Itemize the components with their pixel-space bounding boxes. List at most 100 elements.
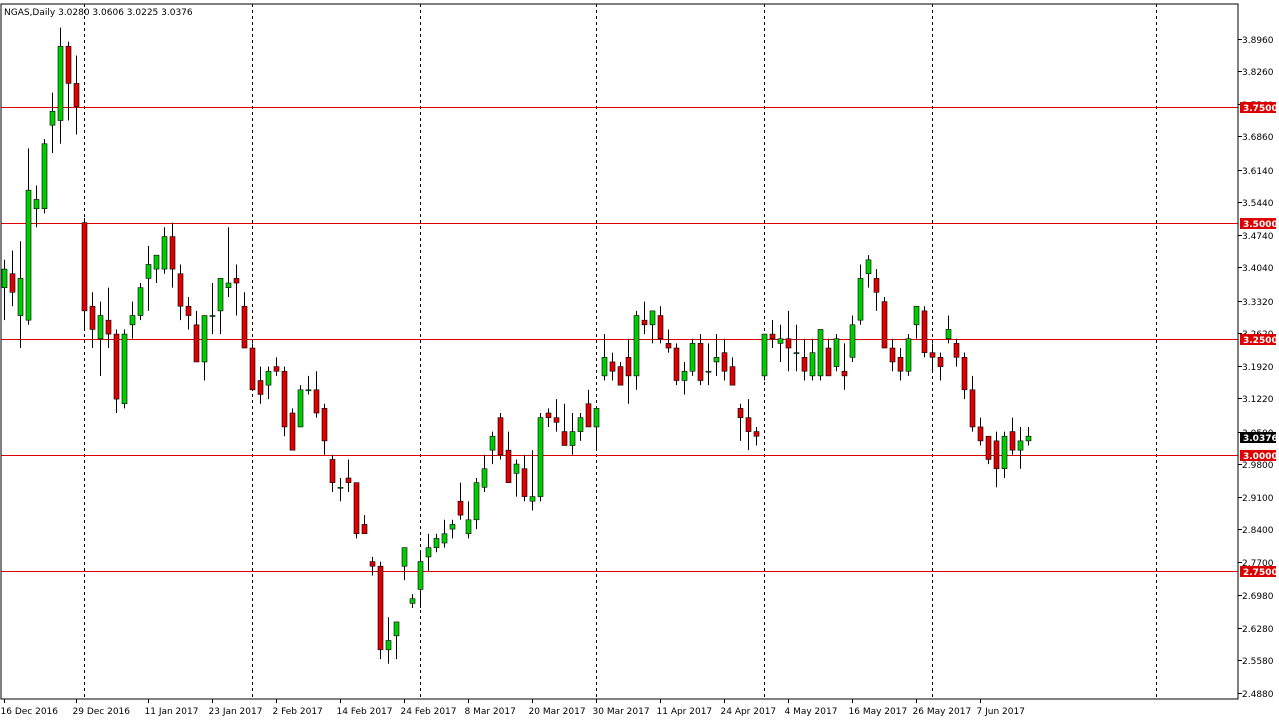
candle-bull [777, 338, 784, 344]
current-price-label: 3.0376 [1243, 434, 1278, 444]
candle-bull [705, 370, 712, 373]
candle-bear [289, 412, 296, 451]
candle-bear [377, 565, 384, 651]
candle-bull [41, 143, 48, 210]
candle-bear [841, 370, 848, 377]
candle-bear [193, 324, 200, 363]
candle-bear [785, 338, 792, 349]
candle-bear [241, 305, 248, 349]
chart-title: NGAS,Daily 3.0280 3.0606 3.0225 3.0376 [4, 8, 193, 18]
horizontal-levels[interactable] [1, 107, 1238, 572]
candle-bear [673, 347, 680, 381]
time-tick-label: 14 Feb 2017 [337, 707, 393, 717]
price-tick-label: 2.6280 [1242, 625, 1274, 635]
time-axis: 16 Dec 2016 29 Dec 2016 11 Jan 2017 23 Jan … [1, 699, 1025, 717]
time-tick-label: 24 Apr 2017 [721, 707, 777, 717]
price-tick-label: 3.4040 [1242, 264, 1274, 274]
candle-bear [281, 370, 288, 428]
candle-bull [1017, 440, 1024, 451]
candle-bull [1, 268, 8, 288]
candle-bull [649, 310, 656, 326]
level-labels: 3.7500 3.5000 3.2500 3.0000 2.7500 [1240, 102, 1278, 578]
price-tick-label: 3.8260 [1242, 68, 1274, 78]
candle-bull [689, 343, 696, 372]
candle-bear [617, 366, 624, 386]
candle-bull [265, 370, 272, 386]
candle-bull [537, 417, 544, 497]
candle-bear [169, 236, 176, 270]
candle-bear [769, 333, 776, 340]
candle-bull [49, 110, 56, 126]
candle-bear [73, 83, 80, 107]
price-tick-label: 2.5580 [1242, 657, 1274, 667]
candle-bear [665, 343, 672, 349]
candle-bull [441, 533, 448, 544]
candle-bear [921, 310, 928, 353]
candle-bull [465, 519, 472, 535]
candle-bear [825, 347, 832, 377]
candles [1, 27, 1032, 664]
candle-bull [489, 435, 496, 451]
price-tick-label: 3.3320 [1242, 298, 1274, 308]
candle-bear [729, 366, 736, 386]
level-label: 3.2500 [1243, 336, 1278, 346]
candle-bull [297, 389, 304, 428]
candle-bear [625, 357, 632, 377]
candle-bear [657, 315, 664, 340]
candle-bear [873, 278, 880, 293]
candle-bear [745, 417, 752, 432]
candle-bull [57, 45, 64, 121]
candle-bull [945, 329, 952, 340]
candle-bull [337, 486, 344, 489]
candle-bull [857, 278, 864, 321]
candle-bear [881, 301, 888, 349]
candle-bear [457, 500, 464, 516]
candle-bull [833, 338, 840, 367]
candle-bull [425, 547, 432, 558]
candle-bull [225, 282, 232, 288]
candle-bear [953, 343, 960, 358]
candle-bear [113, 333, 120, 400]
candle-bear [177, 273, 184, 307]
candle-bull [209, 315, 216, 317]
candle-bull [809, 352, 816, 377]
candle-bear [585, 403, 592, 428]
candle-bull [161, 236, 168, 270]
time-tick-label: 23 Jan 2017 [209, 707, 263, 717]
candle-bull [217, 278, 224, 312]
time-tick-label: 2 Feb 2017 [273, 707, 323, 717]
price-tick-label: 2.4880 [1242, 690, 1274, 700]
candle-bear [737, 408, 744, 418]
current-price-marker: 3.0376 [1240, 432, 1278, 444]
level-label: 3.5000 [1243, 220, 1278, 230]
candle-bull [121, 333, 128, 405]
price-tick-label: 3.5440 [1242, 199, 1274, 209]
candle-bull [1001, 435, 1008, 470]
price-tick-label: 3.1920 [1242, 363, 1274, 373]
price-tick-label: 3.6140 [1242, 167, 1274, 177]
candle-bull [529, 496, 536, 502]
candle-bear [801, 357, 808, 372]
price-tick-label: 3.8960 [1242, 36, 1274, 46]
time-tick-label: 20 Mar 2017 [529, 707, 586, 717]
candle-bear [553, 417, 560, 423]
candle-bull [449, 524, 456, 530]
candle-bear [993, 440, 1000, 470]
candle-bear [313, 389, 320, 414]
time-tick-label: 26 May 2017 [913, 707, 972, 717]
candle-bear [353, 482, 360, 535]
candle-bear [977, 426, 984, 442]
candle-bear [273, 366, 280, 372]
candle-bear [609, 361, 616, 372]
candle-bull [793, 352, 800, 354]
time-tick-label: 11 Jan 2017 [145, 707, 199, 717]
candle-bull [481, 468, 488, 488]
candle-bull [577, 417, 584, 432]
price-tick-label: 2.6980 [1242, 592, 1274, 602]
price-tick-label: 3.6860 [1242, 133, 1274, 143]
candle-bear [969, 389, 976, 428]
time-tick-label: 29 Dec 2016 [73, 707, 131, 717]
candle-bull [17, 278, 24, 316]
